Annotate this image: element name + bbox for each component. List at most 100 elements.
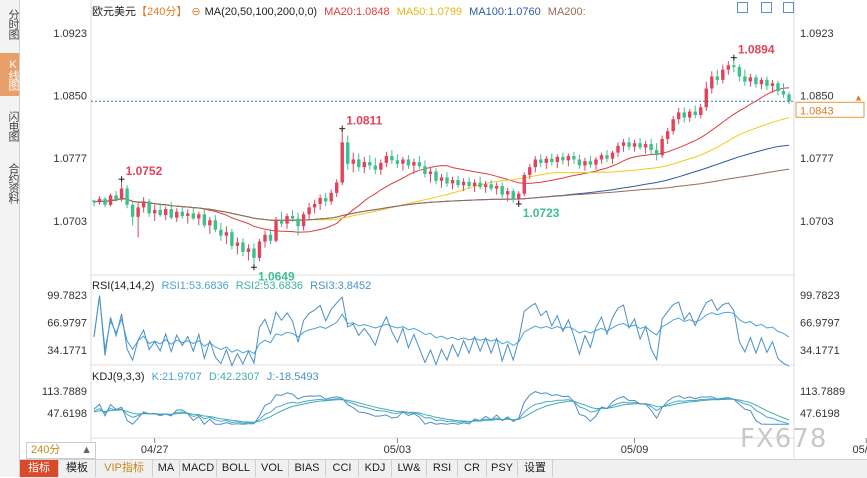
toolbar-button-8[interactable]: CCI [326, 460, 359, 477]
kdj-tick-left: 47.6198 [47, 408, 87, 420]
candle [787, 94, 791, 102]
left-tab-bar: 分时图 K线图闪电图合约资料 [0, 0, 20, 477]
candle [577, 159, 582, 166]
toolbar-button-5[interactable]: BOLL [217, 460, 256, 477]
candle [296, 218, 300, 227]
candle [434, 171, 438, 181]
k-value: K:21.9707 [151, 371, 202, 383]
candle [263, 234, 267, 242]
candle [494, 186, 499, 189]
candle [219, 229, 223, 236]
toolbar-button-12[interactable]: CR [458, 460, 487, 477]
candle [699, 107, 703, 115]
candle [136, 207, 140, 217]
ma200-legend: MA200: [547, 6, 586, 18]
rsi2-value: RSI2:53.6836 [235, 280, 304, 292]
candle [621, 142, 626, 146]
candle [654, 150, 659, 156]
candle [693, 111, 697, 115]
candle [599, 155, 604, 160]
x-tick-label: 04/27 [141, 444, 169, 456]
candle [550, 158, 554, 163]
candle [483, 184, 488, 187]
x-tick-label: 05/15 [852, 444, 867, 456]
candle [467, 181, 471, 187]
candle [715, 76, 720, 80]
candle [125, 188, 129, 205]
indicator-toolbar: 指标 模板 VIP指标 MA MACD BOLL VOL BIAS CCI KDJ LW& RSI CR… [20, 459, 867, 478]
candle [660, 138, 664, 156]
candle [704, 88, 708, 108]
candle [208, 220, 212, 226]
toolbar-button-9[interactable]: KDJ [359, 460, 392, 477]
left-tab-2[interactable]: 闪电图 [7, 110, 19, 141]
candle [688, 111, 692, 118]
toolbar-button-1[interactable]: 模板 [59, 460, 96, 477]
rsi-tick-right: 99.7823 [800, 290, 840, 302]
main-legend: 欧元美元【240分】 ⊖ MA(20,50,100,200,0,0) MA20:1.… [92, 3, 590, 19]
d-value: D:42.2307 [208, 371, 260, 383]
candle [158, 209, 162, 216]
candle [726, 65, 731, 70]
y-tick-left: 1.0703 [53, 216, 87, 228]
period-select[interactable]: 240分 ▲ [26, 442, 96, 459]
extreme-label: 1.0649 [258, 269, 295, 283]
candle [186, 213, 190, 216]
ma200-line [93, 168, 790, 221]
candle [522, 174, 526, 194]
left-tab-1[interactable]: K线图 [0, 53, 19, 96]
toolbar-button-4[interactable]: MACD [180, 460, 217, 477]
candle [334, 182, 339, 193]
toolbar-button-6[interactable]: VOL [256, 460, 289, 477]
crosshair-icon[interactable] [737, 2, 748, 13]
rsi1-line [93, 295, 790, 355]
settings-icon[interactable]: ⊖ [191, 6, 201, 18]
toolbar-button-11[interactable]: RSI [427, 460, 458, 477]
candle [759, 79, 764, 85]
toolbar-button-7[interactable]: BIAS [289, 460, 326, 477]
candle [676, 112, 681, 120]
candle [169, 209, 173, 218]
candle [235, 242, 240, 246]
toolbar-button-10[interactable]: LW& [392, 460, 427, 477]
candle [638, 143, 642, 148]
candle [412, 162, 416, 166]
candle [119, 188, 124, 200]
candle [632, 143, 637, 147]
toolbar-button-2[interactable]: VIP指标 [96, 460, 153, 477]
candle [643, 144, 648, 148]
zoom-in-icon[interactable] [761, 2, 772, 13]
candle [743, 76, 747, 82]
candle [163, 209, 168, 216]
rsi-tick-left: 66.9797 [47, 318, 87, 330]
candle [180, 211, 184, 216]
extreme-label: 1.0752 [126, 164, 163, 178]
y-tick-right: 1.0703 [800, 216, 834, 228]
candle [732, 65, 736, 68]
y-tick-right: 1.0850 [800, 90, 834, 102]
candle [230, 232, 234, 246]
y-tick-right: 1.0923 [800, 28, 834, 40]
candle [406, 159, 411, 166]
toolbar-button-14[interactable]: 设置 [518, 460, 553, 477]
left-tab-0[interactable]: 分时图 [7, 8, 19, 39]
zoom-out-icon[interactable] [783, 2, 794, 13]
candle [373, 165, 378, 170]
candle [682, 112, 686, 118]
candle [130, 204, 135, 217]
candle [489, 184, 493, 189]
last-price-arrow: ▲ [854, 92, 863, 102]
candle [450, 180, 455, 184]
candle [528, 167, 532, 175]
candle [379, 162, 383, 170]
candle [561, 156, 565, 161]
j-value: J:-18.5493 [266, 371, 319, 383]
toolbar-button-0[interactable]: 指标 [20, 460, 59, 477]
toolbar-button-3[interactable]: MA [153, 460, 180, 477]
toolbar-button-13[interactable]: PSY [487, 460, 518, 477]
candle [175, 211, 179, 218]
left-tab-3[interactable]: 合约资料 [7, 163, 19, 203]
y-tick-left: 1.0777 [53, 153, 87, 165]
candle [147, 201, 151, 214]
